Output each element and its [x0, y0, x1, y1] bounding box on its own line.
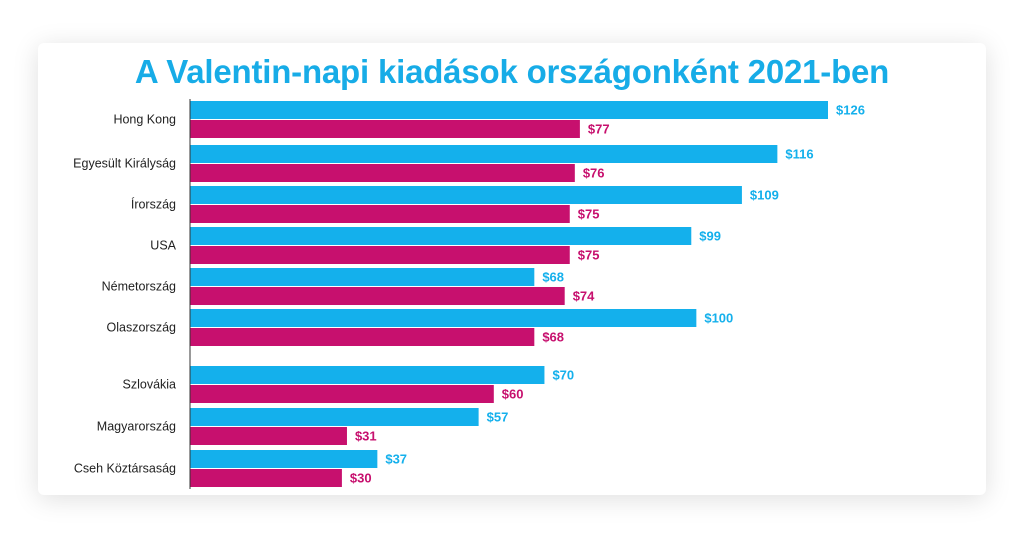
bar-irorszag-series-1 — [190, 186, 742, 204]
category-label-nemetorszag: Németország — [102, 280, 176, 294]
bar-magyarorszag-series-2 — [190, 427, 347, 445]
bar-olaszorszag-series-2 — [190, 328, 535, 346]
value-label-hong-kong-series-2: $77 — [588, 122, 610, 137]
bar-egyesult-kiralysag-series-2 — [190, 164, 575, 182]
value-label-irorszag-series-1: $109 — [750, 188, 779, 203]
bar-usa-series-2 — [190, 246, 570, 264]
bar-cseh-koztarsasag-series-2 — [190, 469, 342, 487]
category-label-cseh-koztarsasag: Cseh Köztársaság — [74, 462, 176, 476]
value-label-nemetorszag-series-1: $68 — [542, 270, 564, 285]
value-label-magyarorszag-series-1: $57 — [487, 410, 509, 425]
bar-szlovakia-series-2 — [190, 385, 494, 403]
value-label-egyesult-kiralysag-series-1: $116 — [785, 147, 813, 162]
bars-group — [190, 101, 828, 487]
value-label-nemetorszag-series-2: $74 — [573, 289, 595, 304]
bar-szlovakia-series-1 — [190, 366, 545, 384]
category-label-egyesult-kiralysag: Egyesült Királyság — [73, 157, 176, 171]
bar-irorszag-series-2 — [190, 205, 570, 223]
bar-nemetorszag-series-2 — [190, 287, 565, 305]
bar-hong-kong-series-1 — [190, 101, 828, 119]
bar-nemetorszag-series-1 — [190, 268, 535, 286]
value-label-olaszorszag-series-1: $100 — [704, 311, 733, 326]
value-label-usa-series-2: $75 — [578, 248, 600, 263]
value-label-magyarorszag-series-2: $31 — [355, 429, 377, 444]
value-label-usa-series-1: $99 — [699, 229, 721, 244]
value-label-hong-kong-series-1: $126 — [836, 103, 865, 118]
category-label-olaszorszag: Olaszország — [107, 321, 177, 335]
value-label-szlovakia-series-1: $70 — [552, 368, 574, 383]
category-label-szlovakia: Szlovákia — [123, 378, 177, 392]
bar-egyesult-kiralysag-series-1 — [190, 145, 778, 163]
category-label-hong-kong: Hong Kong — [113, 113, 176, 127]
value-label-olaszorszag-series-2: $68 — [542, 330, 564, 345]
labels-group: Hong Kong $126 $77 Egyesült Királyság $116 $7… — [73, 103, 865, 486]
bar-magyarorszag-series-1 — [190, 408, 479, 426]
value-label-irorszag-series-2: $75 — [578, 207, 600, 222]
value-label-szlovakia-series-2: $60 — [502, 387, 524, 402]
category-label-magyarorszag: Magyarország — [97, 420, 176, 434]
category-label-irorszag: Írország — [131, 197, 176, 212]
bar-olaszorszag-series-1 — [190, 309, 697, 327]
category-label-usa: USA — [150, 239, 176, 253]
value-label-cseh-koztarsasag-series-2: $30 — [350, 471, 372, 486]
value-label-cseh-koztarsasag-series-1: $37 — [385, 452, 407, 467]
chart-title: A Valentin-napi kiadások országonként 20… — [134, 53, 890, 90]
value-label-egyesult-kiralysag-series-2: $76 — [583, 166, 605, 181]
bar-usa-series-1 — [190, 227, 692, 245]
bar-hong-kong-series-2 — [190, 120, 580, 138]
bar-cseh-koztarsasag-series-1 — [190, 450, 378, 468]
